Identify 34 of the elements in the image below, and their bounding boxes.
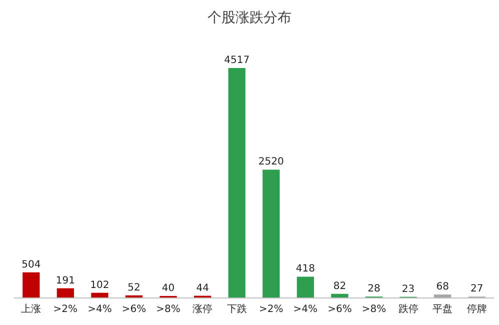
x-tick-label: >4% (88, 304, 112, 315)
chart-title: 个股涨跌分布 (208, 10, 292, 26)
x-tick-label: 上涨 (21, 303, 42, 315)
data-label: 40 (162, 282, 175, 294)
x-tick-label: 下跌 (226, 303, 247, 315)
x-tick-label: >2% (259, 304, 284, 315)
bar (56, 288, 74, 298)
data-label: 68 (436, 282, 449, 293)
x-tick-label: >8% (156, 304, 180, 315)
data-label: 27 (470, 284, 484, 295)
x-tick-label: >4% (293, 304, 318, 315)
x-tick-label: >8% (362, 304, 386, 315)
bar (228, 68, 246, 298)
data-label: 418 (296, 264, 315, 275)
data-label: 28 (368, 284, 380, 295)
x-tick-label: 平盘 (432, 303, 453, 315)
bar (296, 276, 314, 298)
x-tick-label: >6% (122, 304, 146, 315)
data-label: 4517 (224, 55, 250, 66)
data-label: 23 (402, 284, 415, 295)
bar (22, 272, 40, 298)
data-label: 191 (56, 275, 75, 286)
data-label: 82 (333, 280, 346, 292)
data-label: 504 (22, 259, 41, 270)
data-label: 2520 (258, 156, 284, 168)
x-tick-label: 涨停 (192, 303, 213, 315)
x-tick-label: 停牌 (466, 303, 487, 315)
x-tick-label: >6% (328, 304, 352, 315)
data-label: 102 (90, 280, 110, 291)
x-tick-label: 跌停 (398, 303, 418, 315)
bar (262, 170, 280, 298)
data-label: 44 (196, 282, 209, 294)
x-tick-label: >2% (53, 304, 78, 315)
data-label: 52 (128, 282, 140, 294)
